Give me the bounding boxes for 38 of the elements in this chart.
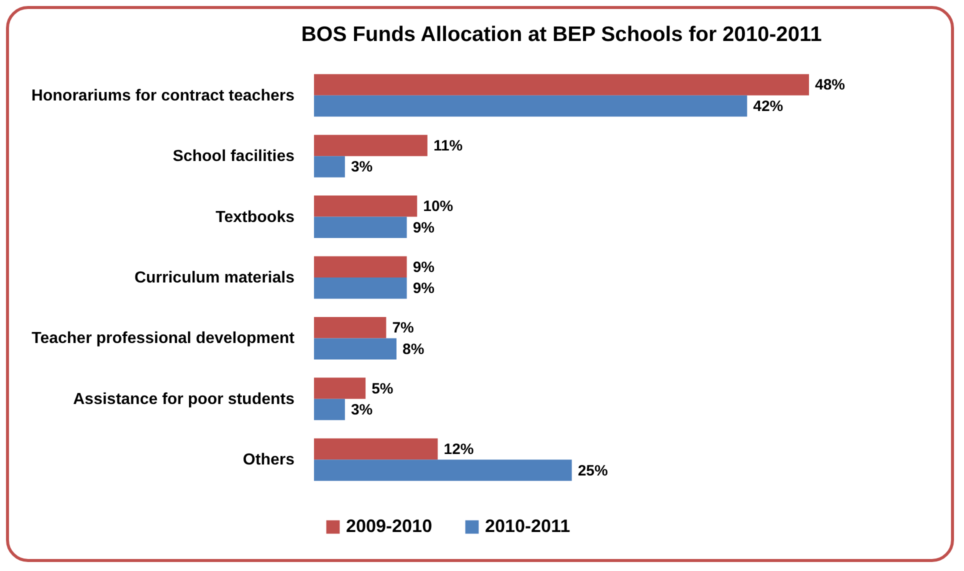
bar: [314, 196, 418, 217]
data-label: 3%: [350, 158, 373, 176]
bar: [314, 216, 407, 238]
data-label: 9%: [412, 219, 434, 236]
bar: [314, 256, 407, 278]
y-tick-label: Teacher professional development: [32, 330, 296, 348]
bar: [314, 156, 345, 178]
data-label: 8%: [402, 340, 424, 358]
data-label: 42%: [753, 98, 784, 115]
data-label: 7%: [392, 320, 414, 337]
bar: [314, 438, 438, 460]
bar: [314, 378, 366, 399]
data-label: 9%: [412, 280, 434, 298]
bar: [314, 316, 386, 338]
bar: [314, 134, 428, 156]
bar: [314, 278, 407, 299]
bar: [314, 460, 572, 481]
data-label: 5%: [372, 380, 394, 398]
y-tick-label: Textbooks: [216, 208, 295, 226]
data-label: 10%: [423, 198, 454, 216]
bar: [314, 338, 396, 360]
legend-label: 2009-2010: [346, 516, 432, 536]
y-tick-label: Curriculum materials: [134, 270, 295, 286]
data-label: 11%: [433, 137, 463, 154]
bar: [314, 95, 748, 117]
bar: [314, 398, 345, 420]
chart-title: BOS Funds Allocation at BEP Schools for 2010-2011: [301, 23, 822, 46]
legend-label: 2010-2011: [485, 516, 570, 536]
y-tick-label: Honorariums for contract teachers: [31, 87, 295, 104]
data-label: 12%: [444, 441, 474, 458]
data-label: 48%: [815, 76, 846, 94]
y-tick-label: Assistance for poor students: [73, 390, 295, 408]
bar: [314, 74, 809, 96]
data-label: 3%: [350, 402, 373, 419]
y-tick-label: School facilities: [172, 148, 295, 166]
y-tick-label: Others: [242, 452, 295, 469]
data-label: 9%: [412, 258, 434, 276]
data-label: 25%: [578, 462, 608, 480]
